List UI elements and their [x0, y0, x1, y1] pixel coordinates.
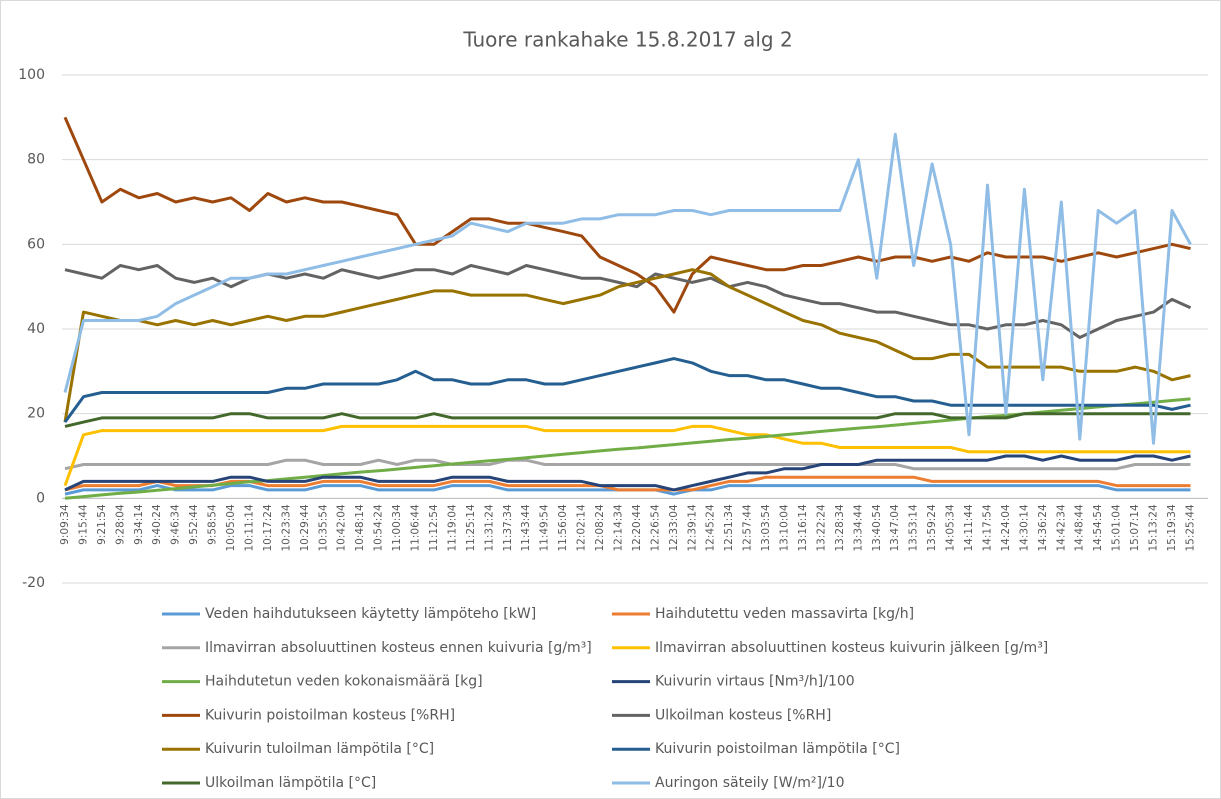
x-tick-label: 11:37:34: [502, 504, 514, 551]
legend-label: Ilmavirran absoluuttinen kosteus ennen k…: [205, 640, 592, 656]
legend-label: Kuivurin poistoilman lämpötila [°C]: [655, 741, 900, 757]
legend-label: Auringon säteily [W/m²]/10: [655, 775, 845, 791]
x-tick-label: 9:52:44: [188, 504, 200, 545]
x-tick-label: 14:36:24: [1037, 504, 1049, 551]
x-tick-label: 15:25:44: [1184, 504, 1196, 551]
grid: -20 0 20 40 60 80 100 9:09:34 9:15:44 9:21:54 9:28…: [18, 67, 1208, 591]
x-tick-label: 9:28:04: [114, 504, 126, 545]
x-tick-label: 13:16:14: [797, 504, 809, 551]
x-tick-label: 11:31:24: [483, 504, 495, 551]
x-tick-label: 10:05:04: [225, 504, 237, 551]
x-tick-label: 12:14:34: [613, 504, 625, 551]
series-line: [63, 132, 1192, 445]
x-tick-label: 13:40:54: [871, 504, 883, 551]
x-tick-label: 9:15:44: [77, 504, 89, 545]
x-tick-label: 13:34:44: [852, 504, 864, 551]
x-tick-label: 9:21:54: [96, 504, 108, 545]
x-tick-label: 10:29:44: [299, 504, 311, 551]
x-tick-label: 12:39:14: [686, 504, 698, 551]
x-tick-label: 11:12:54: [428, 504, 440, 551]
legend: Veden haihdutukseen käytetty lämpöteho […: [162, 606, 1048, 791]
x-tick-label: 14:24:04: [1000, 504, 1012, 551]
x-tick-label: 14:17:54: [982, 504, 994, 551]
x-tick-label: 14:30:14: [1018, 504, 1030, 551]
plot-lines: [63, 116, 1192, 500]
legend-label: Ulkoilman kosteus [%RH]: [655, 707, 831, 723]
x-tick-label: 11:49:54: [539, 504, 551, 551]
x-tick-label: 10:17:24: [262, 504, 274, 551]
y-tick-label: 20: [27, 406, 45, 422]
x-tick-label: 12:57:44: [742, 504, 754, 551]
x-tick-label: 9:34:14: [133, 504, 145, 545]
x-tick-label: 15:01:04: [1111, 504, 1123, 551]
x-tick-label: 9:09:34: [59, 504, 71, 545]
x-tick-label: 13:53:14: [908, 504, 920, 551]
series-line: [64, 397, 1191, 500]
x-tick-label: 14:11:44: [963, 504, 975, 551]
x-tick-label: 10:23:34: [280, 504, 292, 551]
x-tick-label: 10:48:14: [354, 504, 366, 551]
series-line: [63, 424, 1191, 487]
x-tick-label: 13:22:24: [815, 504, 827, 551]
x-tick-label: 10:11:14: [244, 504, 256, 551]
x-tick-label: 13:28:34: [834, 504, 846, 551]
x-tick-label: 11:19:04: [446, 504, 458, 551]
legend-label: Kuivurin virtaus [Nm³/h]/100: [655, 674, 855, 690]
legend-label: Ulkoilman lämpötila [°C]: [205, 775, 376, 791]
x-tick-label: 15:19:34: [1166, 504, 1178, 551]
x-tick-label: 12:20:44: [631, 504, 643, 551]
series-line: [64, 412, 1191, 428]
series-line: [63, 357, 1191, 423]
legend-label: Kuivurin poistoilman kosteus [%RH]: [205, 707, 455, 723]
legend-label: Kuivurin tuloilman lämpötila [°C]: [205, 741, 434, 757]
x-tick-label: 14:54:54: [1092, 504, 1104, 551]
y-tick-label: 0: [36, 490, 45, 506]
x-tick-label: 9:40:24: [151, 504, 163, 545]
x-tick-label: 11:25:14: [465, 504, 477, 551]
x-tick-label: 11:00:34: [391, 504, 403, 551]
x-tick-label: 14:48:44: [1074, 504, 1086, 551]
x-tick-label: 15:07:14: [1129, 504, 1141, 551]
x-tick-label: 10:35:54: [317, 504, 329, 551]
y-tick-label: 60: [27, 236, 45, 252]
x-tick-label: 12:26:54: [649, 504, 661, 551]
legend-label: Haihdutettu veden massavirta [kg/h]: [655, 606, 914, 622]
x-tick-label: 11:56:04: [557, 504, 569, 551]
series-line: [64, 454, 1191, 492]
x-tick-label: 14:42:34: [1055, 504, 1067, 551]
x-tick-label: 13:47:04: [889, 504, 901, 551]
x-tick-label: 11:43:44: [520, 504, 532, 551]
x-tick-label: 11:06:44: [410, 504, 422, 551]
legend-label: Ilmavirran absoluuttinen kosteus kuivuri…: [655, 640, 1048, 656]
x-tick-label: 10:54:24: [373, 504, 385, 551]
x-tick-label: 12:51:34: [723, 504, 735, 551]
x-tick-label: 12:02:14: [576, 504, 588, 551]
series-line: [63, 116, 1191, 314]
chart-title: Tuore rankahake 15.8.2017 alg 2: [462, 28, 792, 52]
x-tick-label: 12:08:24: [594, 504, 606, 551]
x-tick-label: 15:13:24: [1148, 504, 1160, 551]
x-tick-label: 13:59:24: [926, 504, 938, 551]
legend-label: Haihdutetun veden kokonaismäärä [kg]: [205, 674, 483, 690]
y-tick-label: 40: [27, 321, 45, 337]
y-tick-label: 100: [18, 67, 45, 83]
x-tick-label: 9:58:54: [207, 504, 219, 545]
x-tick-label: 13:03:54: [760, 504, 772, 551]
y-tick-label: -20: [22, 575, 45, 591]
x-tick-label: 13:10:04: [779, 504, 791, 551]
series-line: [64, 458, 1191, 471]
x-tick-label: 12:45:24: [705, 504, 717, 551]
x-tick-label: 14:05:34: [945, 504, 957, 551]
x-tick-label: 9:46:34: [170, 504, 182, 545]
legend-label: Veden haihdutukseen käytetty lämpöteho […: [205, 606, 536, 622]
x-tick-label: 10:42:04: [336, 504, 348, 551]
x-tick-label: 12:33:04: [668, 504, 680, 551]
y-tick-label: 80: [27, 152, 45, 168]
